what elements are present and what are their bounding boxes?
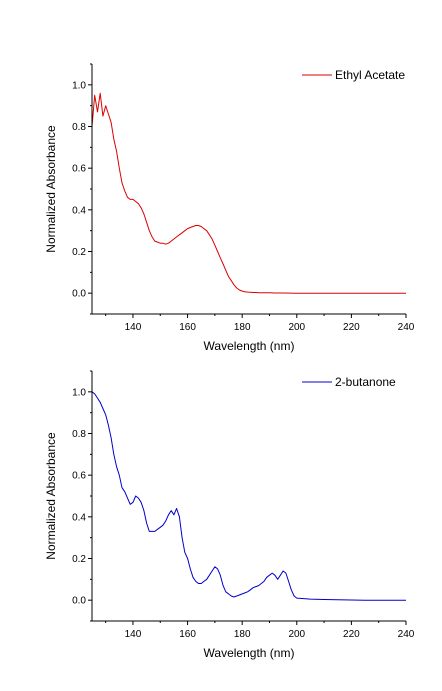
x-axis-title: Wavelength (nm) — [204, 646, 295, 660]
x-tick-label: 240 — [398, 629, 415, 640]
y-tick-label: 0.0 — [72, 596, 86, 607]
x-tick-label: 220 — [343, 629, 360, 640]
x-tick-label: 200 — [288, 322, 305, 333]
y-axis-title: Normalized Absorbance — [44, 432, 58, 560]
data-lines — [91, 92, 406, 294]
y-tick-label: 0.6 — [72, 471, 86, 482]
y-tick-label: 0.0 — [72, 289, 86, 300]
data-lines — [91, 391, 406, 601]
x-tick-label: 160 — [179, 322, 196, 333]
x-axis-title: Wavelength (nm) — [204, 339, 295, 353]
series-line — [91, 391, 406, 601]
series-line — [91, 92, 406, 294]
x-tick-label: 140 — [125, 629, 142, 640]
chart-panel-2-butanone: 140 160 180 200 220 240 0.0 0.2 0.4 0.6 0.8 1.0 Wav… — [44, 370, 415, 660]
x-tick-label: 200 — [288, 629, 305, 640]
x-tick-label: 180 — [234, 322, 251, 333]
x-tick-label: 180 — [234, 629, 251, 640]
legend: 2-butanone — [302, 375, 396, 389]
y-tick-label: 0.2 — [72, 247, 86, 258]
y-axis-title: Normalized Absorbance — [44, 125, 58, 253]
x-tick-label: 140 — [125, 322, 142, 333]
x-tick-label: 160 — [179, 629, 196, 640]
y-tick-label: 0.4 — [72, 205, 86, 216]
x-tick-label: 220 — [343, 322, 360, 333]
y-tick-label: 0.2 — [72, 554, 86, 565]
ticks: 140 160 180 200 220 240 0.0 0.2 0.4 0.6 0.8 1.0 — [72, 63, 415, 333]
x-tick-label: 240 — [398, 322, 415, 333]
legend-label: Ethyl Acetate — [335, 68, 405, 82]
y-tick-label: 1.0 — [72, 80, 86, 91]
chart-panel-ethyl-acetate: 140 160 180 200 220 240 0.0 0.2 0.4 0.6 0.8 1.0 Wav… — [44, 63, 415, 353]
axes — [91, 371, 406, 622]
legend: Ethyl Acetate — [302, 68, 405, 82]
y-tick-label: 0.8 — [72, 122, 86, 133]
y-tick-label: 0.4 — [72, 512, 86, 523]
y-tick-label: 1.0 — [72, 387, 86, 398]
ticks: 140 160 180 200 220 240 0.0 0.2 0.4 0.6 0.8 1.0 — [72, 370, 415, 640]
y-tick-label: 0.6 — [72, 164, 86, 175]
y-tick-label: 0.8 — [72, 429, 86, 440]
axes — [91, 64, 406, 315]
legend-label: 2-butanone — [335, 375, 396, 389]
